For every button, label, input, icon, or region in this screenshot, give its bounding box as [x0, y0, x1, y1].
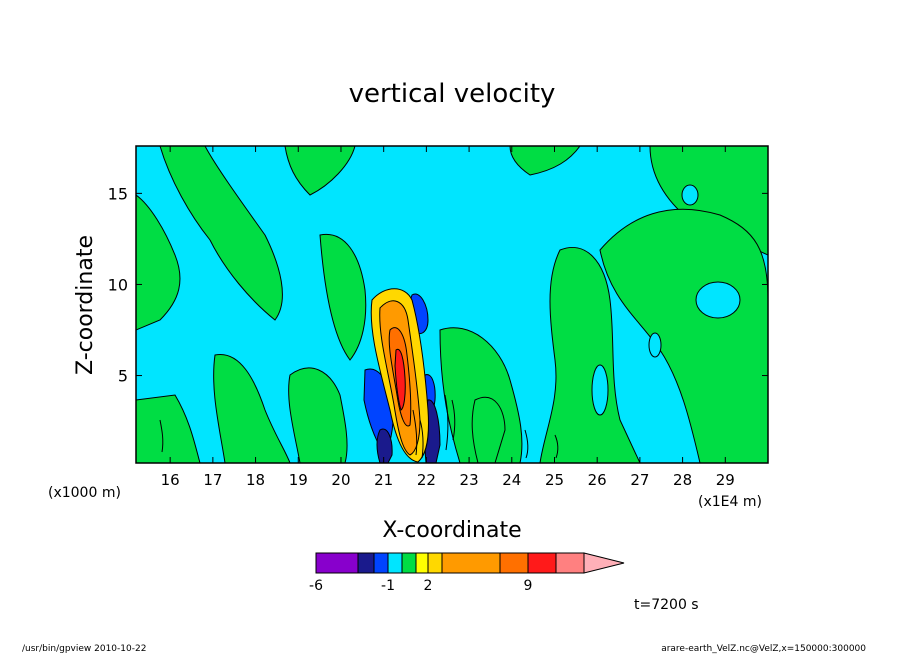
x-tick-label: 23: [460, 471, 479, 489]
updraft-peak: [394, 348, 406, 411]
x-tick-label: 29: [716, 471, 735, 489]
x-tick-label: 19: [289, 471, 308, 489]
colorbar-bin: [441, 552, 501, 574]
colorbar-label: -6: [309, 578, 323, 594]
colorbar-label: 9: [524, 578, 533, 594]
x-tick-label: 17: [203, 471, 222, 489]
footer-left: /usr/bin/gpview 2010-10-22: [22, 644, 146, 654]
x-tick-label: 22: [417, 471, 436, 489]
colorbar-arrow: [583, 552, 625, 574]
colorbar-labels: -6 -1 2 9: [309, 578, 532, 594]
x-tick-label: 20: [331, 471, 350, 489]
chart-title: vertical velocity: [349, 79, 556, 109]
colorbar-label: 2: [424, 578, 433, 594]
time-label: t=7200 s: [634, 597, 699, 613]
colorbar-bin: [357, 552, 375, 574]
colorbar-label: -1: [381, 578, 395, 594]
plot-frame: [135, 145, 769, 464]
colorbar-bin: [555, 552, 585, 574]
y-tick-label: 5: [118, 367, 128, 386]
x-unit-right: (x1E4 m): [698, 494, 762, 510]
colorbar-bin: [387, 552, 403, 574]
x-tick-label: 25: [545, 471, 564, 489]
colorbar-bin: [427, 552, 443, 574]
y-axis-label: Z-coordinate: [73, 235, 98, 375]
colorbar-bin: [315, 552, 359, 574]
x-tick-label: 26: [588, 471, 607, 489]
colorbar-bin: [401, 552, 417, 574]
colorbar-bin: [415, 552, 429, 574]
x-tick-label: 18: [246, 471, 265, 489]
x-tick-label: 21: [374, 471, 393, 489]
weak-holes: [591, 184, 741, 416]
x-tick-label: 27: [630, 471, 649, 489]
x-tick-label: 24: [502, 471, 521, 489]
y-tick-label: 10: [108, 275, 128, 294]
contour-field: [136, 146, 768, 463]
footer-right: arare-earth_VelZ.nc@VelZ,x=150000:300000: [661, 644, 866, 654]
y-axis: 5 10 15: [108, 184, 768, 386]
x-tick-label: 28: [673, 471, 692, 489]
weak-updraft-regions: [136, 146, 768, 463]
x-axis: 16 17 18 19 20 21 22 23 24 25 26 27 28 29: [161, 146, 735, 489]
contour-lines: [159, 394, 559, 459]
colorbar-bin: [373, 552, 389, 574]
colorbar-bin: [527, 552, 557, 574]
colorbar-bin: [499, 552, 529, 574]
colorbar: [315, 552, 625, 574]
y-tick-label: 15: [108, 184, 128, 203]
x-unit-left: (x1000 m): [48, 485, 121, 501]
x-tick-label: 16: [161, 471, 180, 489]
x-axis-label: X-coordinate: [382, 518, 521, 543]
